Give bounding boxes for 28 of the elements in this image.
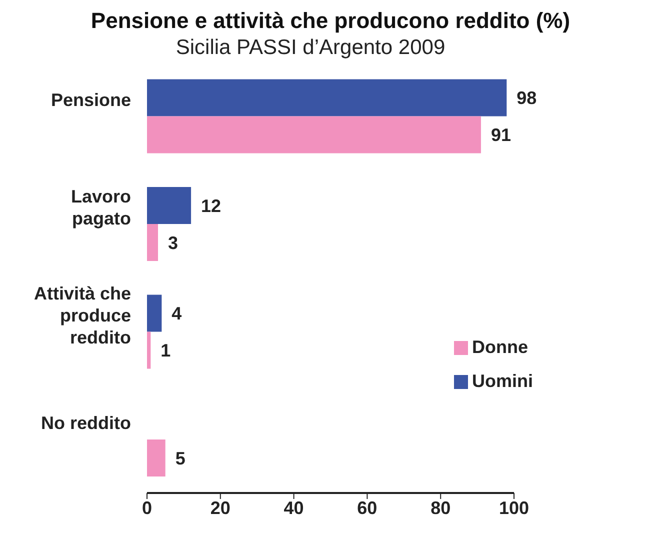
x-tick-label: 20 — [210, 498, 230, 518]
data-label: 3 — [168, 232, 178, 253]
bar — [147, 439, 166, 476]
bar — [147, 116, 481, 154]
data-label: 5 — [175, 448, 186, 468]
y-tick-label: No reddito — [41, 413, 131, 434]
x-tick-label: 80 — [430, 498, 451, 518]
bar — [147, 186, 192, 224]
data-label: 91 — [490, 125, 511, 146]
bar — [147, 224, 158, 261]
x-tick-label: 60 — [357, 498, 378, 518]
chart-subtitle: Sicilia PASSI d’Argento 2009 — [174, 36, 446, 60]
data-label: 1 — [160, 340, 171, 361]
chart-title: Pensione e attività che producono reddito (%) — [90, 8, 572, 34]
y-tick-label: Lavoro pagato — [70, 186, 131, 229]
x-tick-label: 100 — [498, 498, 530, 518]
y-tick-label: Attività che produce reddito — [34, 283, 131, 348]
x-tick-label: 0 — [142, 498, 152, 518]
data-label: 12 — [201, 196, 222, 216]
bar — [147, 79, 507, 116]
data-label: 98 — [516, 88, 537, 108]
legend-label: Uomini — [472, 371, 533, 391]
x-tick-label: 40 — [284, 498, 304, 518]
bar — [147, 332, 151, 369]
data-label: 4 — [172, 304, 182, 324]
legend-label: Donne — [472, 337, 528, 357]
bar — [147, 294, 162, 332]
y-tick-label: Pensione — [50, 90, 131, 110]
